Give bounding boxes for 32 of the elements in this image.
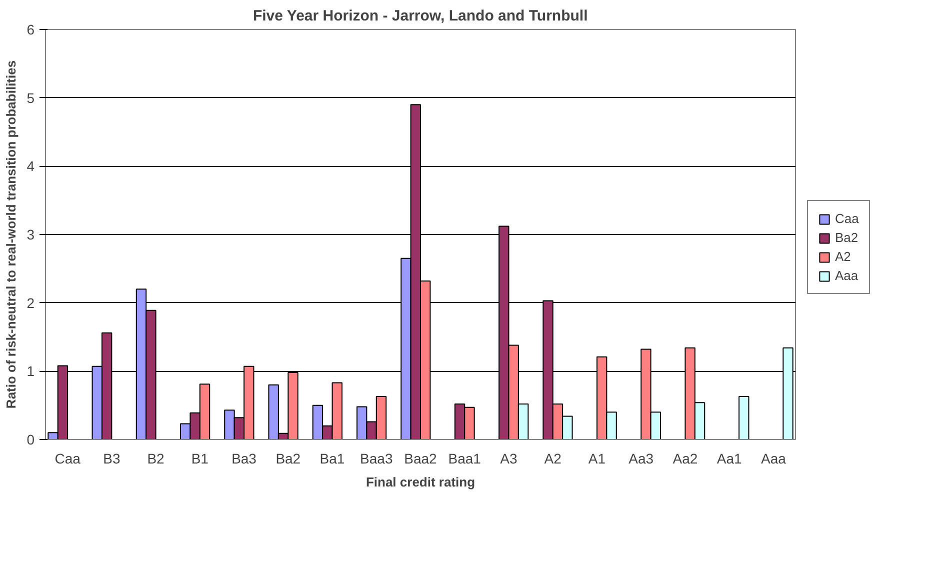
x-tick-label: Caa (54, 450, 81, 466)
x-tick-label: B2 (147, 450, 165, 466)
y-tick-label: 2 (26, 294, 35, 311)
y-tick-label: 5 (26, 90, 35, 106)
legend-label: Caa (835, 211, 859, 226)
x-tick-label: B1 (191, 450, 209, 466)
x-tick-label: Aa1 (716, 450, 742, 466)
y-tick-label: 6 (26, 22, 35, 38)
y-tick-label: 4 (26, 158, 35, 174)
x-tick-label: Aaa (760, 450, 786, 466)
x-tick-label: Ba1 (320, 450, 345, 466)
x-tick-label: Ba2 (276, 450, 301, 466)
bar (738, 396, 750, 440)
x-tick-label: Baa1 (448, 450, 482, 466)
x-tick-label: A1 (588, 450, 606, 466)
x-tick-label: Aa3 (628, 450, 654, 466)
y-tick-label: 0 (26, 432, 35, 448)
legend-label: Aaa (835, 268, 858, 283)
x-axis-title: Final credit rating (366, 474, 476, 490)
x-tick-label: Ba3 (232, 450, 257, 466)
legend-label: A2 (835, 249, 852, 264)
legend-label: Ba2 (835, 230, 858, 245)
y-axis-title: Ratio of risk-neutral to real-world transition probabilities (4, 60, 19, 409)
x-tick-label: B3 (103, 450, 120, 466)
x-tick-label: Baa3 (360, 450, 393, 466)
x-tick-label: Aa2 (672, 450, 698, 466)
y-tick-label: 1 (26, 363, 35, 380)
x-tick-label: A2 (544, 450, 562, 466)
chart-title: Five Year Horizon - Jarrow, Lando and Turnbull (252, 8, 588, 24)
x-tick-label: A3 (500, 450, 518, 466)
x-tick-label: Baa2 (404, 450, 438, 466)
y-tick-label: 3 (26, 226, 35, 242)
